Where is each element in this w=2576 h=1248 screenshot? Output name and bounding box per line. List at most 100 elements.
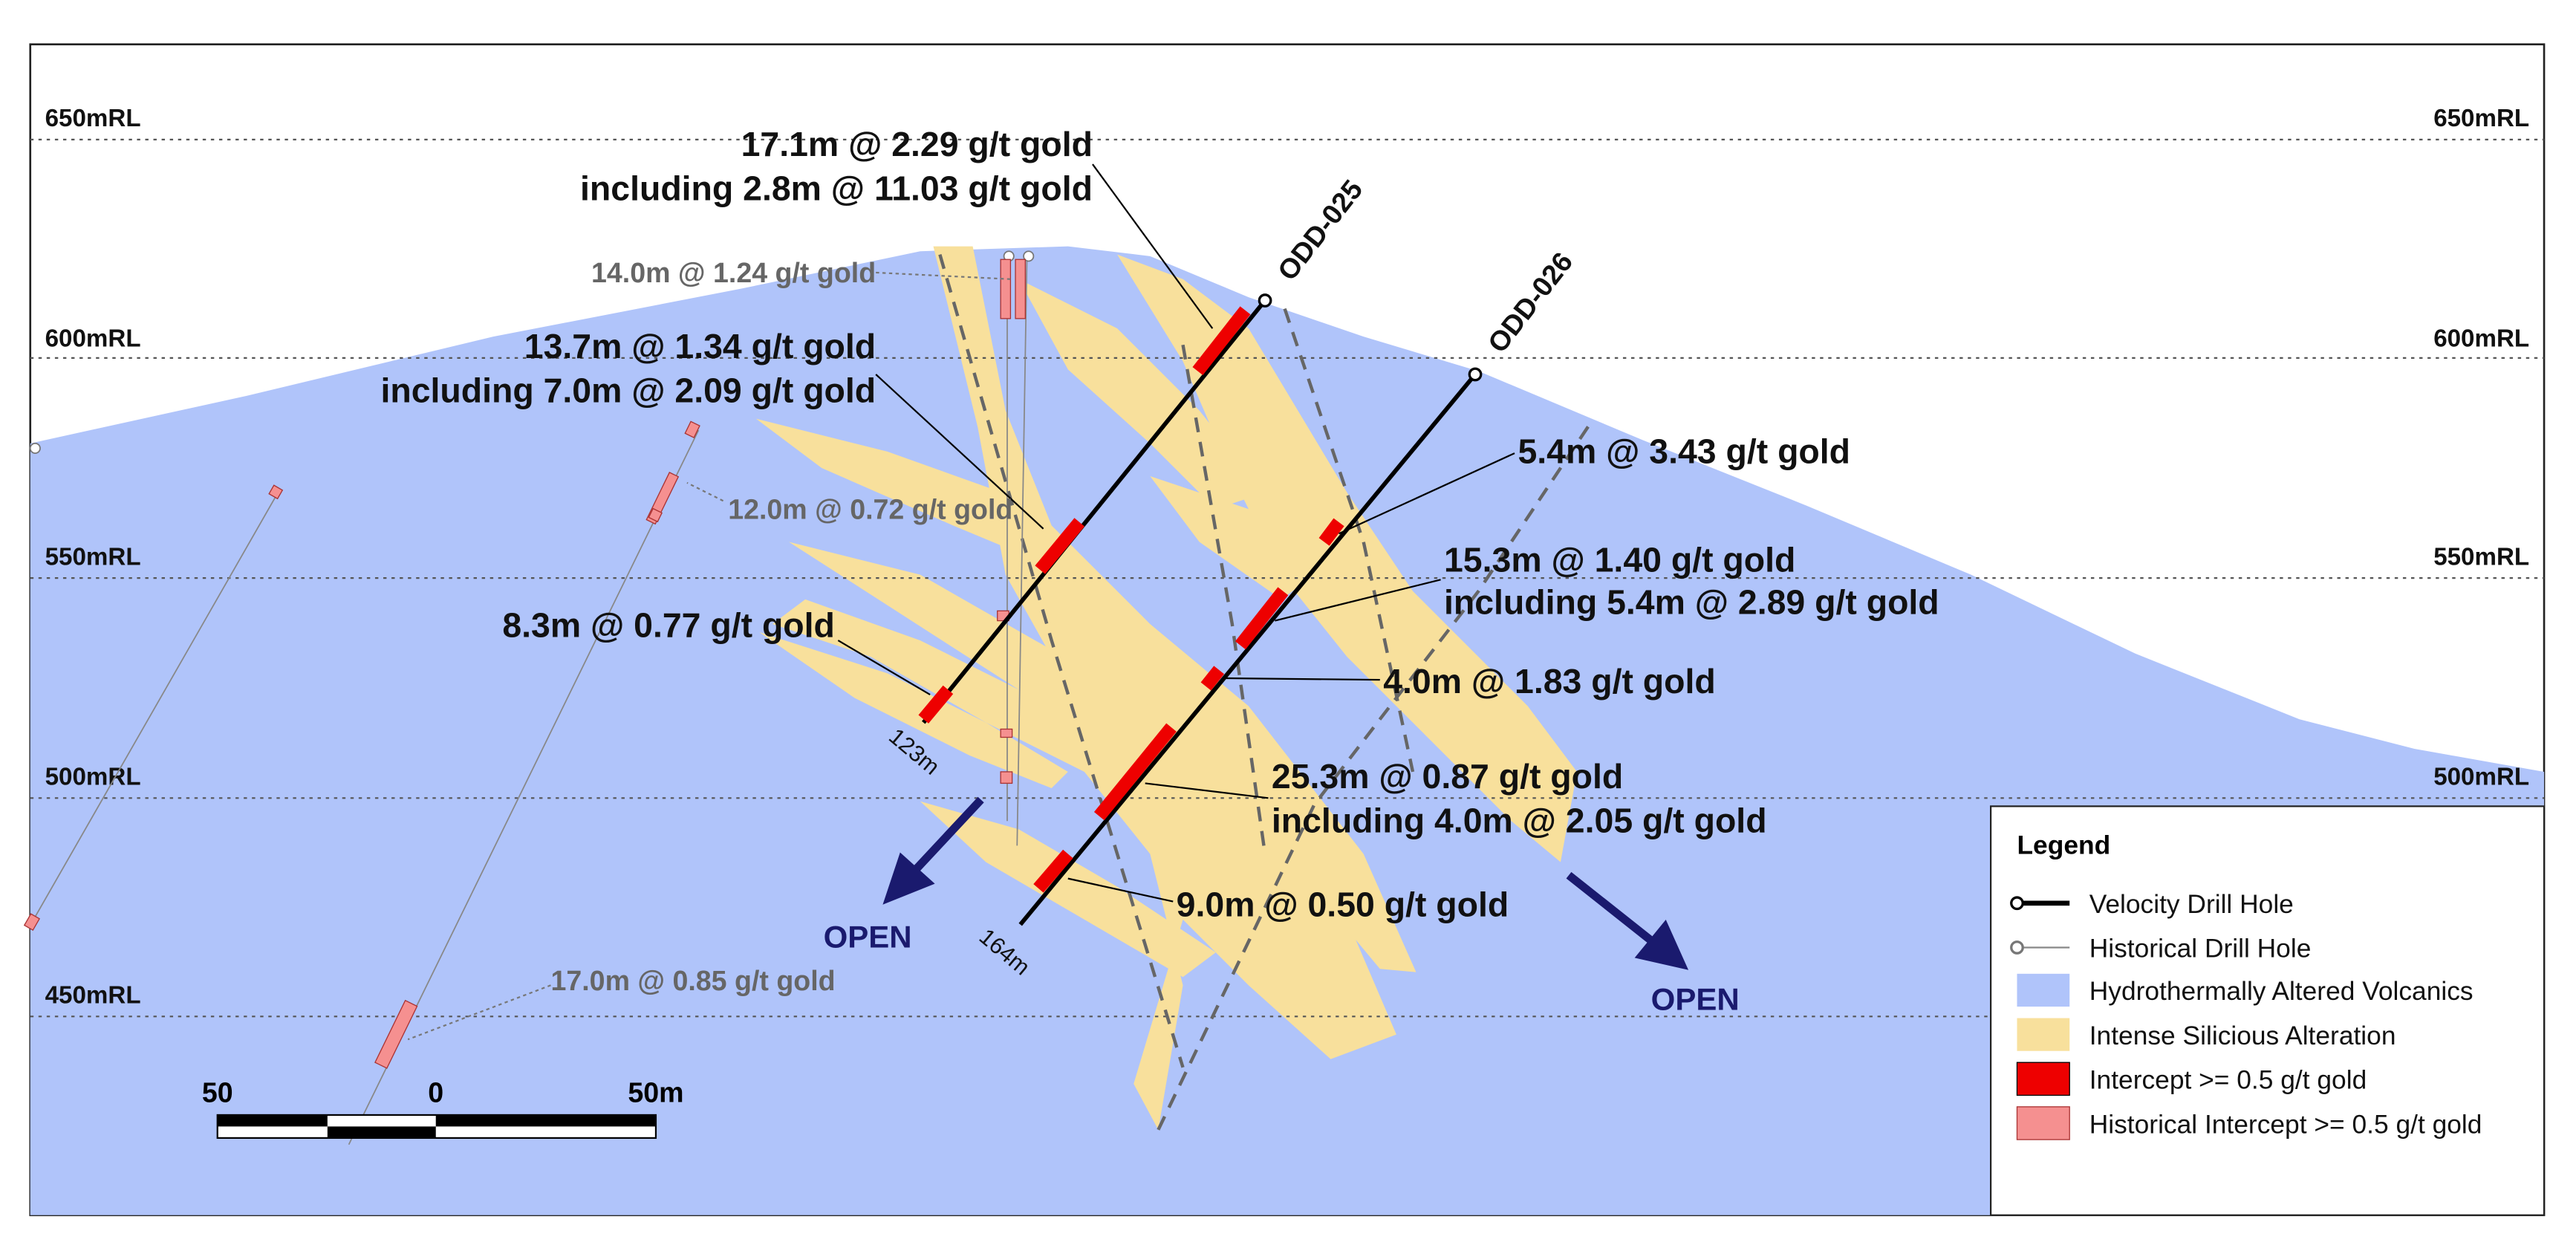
intercept-label: including 7.0m @ 2.09 g/t gold — [380, 371, 876, 410]
open-arrow — [908, 796, 984, 877]
legend-title: Legend — [2017, 831, 2110, 859]
volcanics — [30, 246, 2545, 1215]
fault — [1283, 308, 1415, 773]
open-arrow-head — [1634, 920, 1689, 970]
level-label: 600mRL — [45, 325, 141, 352]
historical-labels: 14.0m @ 1.24 g/t gold 12.0m @ 0.72 g/t g… — [550, 257, 1012, 996]
scale-bar-segment — [435, 1114, 656, 1127]
legend-symbol — [2010, 940, 2024, 955]
alteration — [755, 246, 1578, 1130]
collar — [1468, 367, 1483, 382]
intercept — [918, 685, 954, 724]
historical-hole — [1016, 256, 1028, 846]
legend-label: Historical Intercept >= 0.5 g/t gold — [2089, 1110, 2482, 1139]
level-label: 650mRL — [45, 105, 141, 132]
leader — [876, 271, 1011, 280]
legend-symbol — [2016, 1106, 2070, 1140]
scale-label: 0 — [428, 1076, 443, 1108]
collar — [1023, 250, 1035, 262]
level-lines — [30, 138, 2545, 1018]
intercept — [1093, 723, 1177, 821]
drill-holes — [922, 293, 1483, 926]
level-label: 500mRL — [45, 764, 141, 791]
historical-intercept — [23, 913, 41, 932]
open-arrow — [1566, 871, 1659, 948]
intercept-label: 4.0m @ 1.83 g/t gold — [1383, 662, 1716, 701]
intercept-labels: 17.1m @ 2.29 g/t gold including 2.8m @ 1… — [380, 125, 1939, 923]
historical-hole — [33, 489, 281, 920]
intercept-label: 25.3m @ 0.87 g/t gold — [1272, 757, 1623, 796]
collar — [29, 442, 41, 454]
intercept — [1318, 518, 1344, 546]
leader — [875, 374, 1044, 530]
leader — [1145, 782, 1269, 799]
historical-intercept — [374, 999, 418, 1069]
historical-label: 12.0m @ 0.72 g/t gold — [728, 494, 1012, 525]
intercept-label: including 2.8m @ 11.03 g/t gold — [580, 169, 1093, 208]
leaders — [407, 163, 1515, 1041]
historical-intercept — [684, 420, 700, 439]
intercept — [1192, 306, 1251, 376]
leader — [686, 481, 724, 502]
intercept-label: 15.3m @ 1.40 g/t gold — [1444, 540, 1795, 579]
scale-bar-segment — [327, 1126, 436, 1138]
level-label: 550mRL — [45, 543, 141, 571]
legend-symbol — [2010, 896, 2024, 911]
scale-label: 50 — [202, 1076, 233, 1108]
scale-bar: 50 0 50m — [202, 1076, 684, 1140]
open-label: OPEN — [1651, 981, 1740, 1016]
scale-bar-segment — [217, 1114, 328, 1127]
historical-intercept — [1000, 728, 1013, 738]
open-arrows — [882, 796, 1689, 970]
fault — [938, 254, 1185, 1068]
intercept-label: 8.3m @ 0.77 g/t gold — [502, 606, 835, 645]
historical-intercept — [1000, 771, 1013, 784]
leader — [837, 640, 931, 696]
historical-intercept — [1015, 259, 1026, 319]
level-label: 600mRL — [2433, 325, 2529, 352]
intercept-label: including 4.0m @ 2.05 g/t gold — [1272, 802, 1767, 840]
level-label: 650mRL — [2433, 105, 2529, 132]
leader — [1339, 452, 1515, 535]
open-labels: OPEN OPEN — [824, 919, 1740, 1016]
drill-hole — [922, 299, 1267, 724]
fault — [1157, 417, 1595, 1131]
leader — [1222, 677, 1380, 681]
level-label: 500mRL — [2433, 764, 2529, 791]
level-labels: 650mRL 650mRL 600mRL 600mRL 550mRL 550mR… — [45, 105, 2530, 1009]
legend-symbol — [2017, 1018, 2070, 1051]
intercept-label: 5.4m @ 3.43 g/t gold — [1518, 432, 1850, 470]
intercept-label: 13.7m @ 1.34 g/t gold — [524, 327, 876, 365]
level-label: 450mRL — [45, 982, 141, 1010]
historical-intercept — [268, 484, 284, 500]
collar — [1258, 293, 1272, 308]
legend-label: Hydrothermally Altered Volcanics — [2089, 977, 2473, 1006]
legend-box — [1990, 805, 2546, 1216]
fault — [1181, 344, 1267, 854]
leader — [1067, 877, 1174, 903]
historical-intercept — [1000, 259, 1012, 319]
open-label: OPEN — [824, 919, 912, 954]
intercept — [1033, 849, 1073, 893]
intercepts — [918, 306, 1344, 893]
scale-label: 50m — [628, 1076, 683, 1108]
drill-hole — [1018, 373, 1477, 926]
legend-label: Intense Silicious Alteration — [2089, 1021, 2396, 1050]
historical-intercepts — [23, 259, 1026, 1069]
intercept-label: 9.0m @ 0.50 g/t gold — [1177, 885, 1509, 923]
historical-label: 17.0m @ 0.85 g/t gold — [550, 965, 835, 996]
legend: Legend Velocity Drill Hole Historical Dr… — [1990, 805, 2546, 1216]
legend-symbol — [2016, 1062, 2070, 1096]
legend-symbol — [2017, 973, 2070, 1007]
intercept-label: 17.1m @ 2.29 g/t gold — [741, 125, 1093, 163]
level-label: 550mRL — [2433, 543, 2529, 571]
leader — [407, 984, 551, 1041]
legend-label: Intercept >= 0.5 g/t gold — [2089, 1066, 2367, 1095]
intercept — [1035, 518, 1085, 574]
open-arrow-head — [882, 852, 935, 905]
faults — [938, 254, 1595, 1131]
intercept — [1200, 666, 1225, 691]
historical-intercept — [648, 507, 663, 523]
